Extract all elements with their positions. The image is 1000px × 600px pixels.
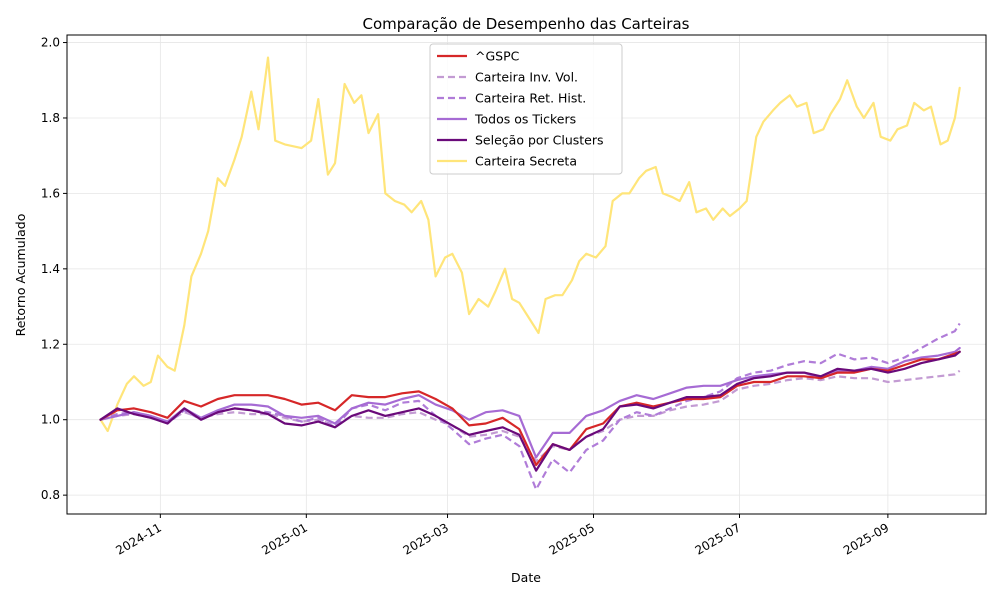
y-tick-label: 1.6 [41,186,60,200]
y-tick-label: 2.0 [41,36,60,50]
chart-title: Comparação de Desempenho das Carteiras [363,15,690,33]
y-tick-label: 1.2 [41,337,60,351]
y-tick-label: 1.4 [41,262,60,276]
plot-area [66,34,987,515]
legend-box [429,43,623,175]
series-line-0 [99,350,961,467]
legend-label-3: Todos os Tickers [474,112,576,127]
legend-label-4: Seleção por Clusters [475,133,604,148]
series-line-5 [99,56,961,433]
legend-label-0: ^GSPC [475,49,520,64]
legend: ^GSPC Carteira Inv. Vol. Carteira Ret. His… [429,43,623,175]
y-axis-label: Retorno Acumulado [13,214,28,337]
series-lines [99,56,961,491]
x-axis-label: Date [511,570,541,585]
series-line-4 [99,350,961,472]
legend-label-2: Carteira Ret. Hist. [475,91,586,106]
legend-label-1: Carteira Inv. Vol. [475,70,578,85]
y-tick-label: 1.0 [41,413,60,427]
series-line-1 [100,369,961,463]
y-axis: 0.8 1.0 1.2 1.4 1.6 1.8 2.0 [41,36,67,502]
legend-label-5: Carteira Secreta [475,154,577,169]
y-tick-label: 0.8 [41,488,60,502]
y-tick-label: 1.8 [41,111,60,125]
